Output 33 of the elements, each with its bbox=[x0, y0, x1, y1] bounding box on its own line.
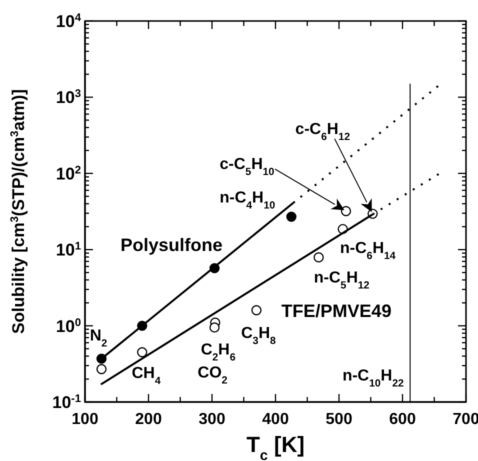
annotation: C$_{3}$H$_{8}$ bbox=[241, 325, 276, 347]
annotation: C$_{2}$H$_{6}$ bbox=[200, 342, 236, 364]
annotation: c-C$_{6}$H$_{12}$ bbox=[295, 120, 350, 142]
x-tick-label: 400 bbox=[262, 411, 289, 428]
annotation: N$_{2}$ bbox=[90, 328, 108, 350]
y-tick-label: 10$^{1}$ bbox=[56, 240, 81, 260]
point bbox=[137, 347, 148, 358]
x-tick-label: 300 bbox=[198, 411, 226, 428]
point bbox=[314, 252, 324, 262]
y-tick-label: 10$^{3}$ bbox=[56, 88, 81, 108]
point bbox=[209, 322, 220, 333]
x-tick-label: 500 bbox=[326, 411, 352, 428]
annotation: c-C$_{5}$H$_{10}$ bbox=[220, 156, 275, 178]
x-axis-title: T$_{c}$ [K] bbox=[246, 432, 305, 461]
annotation: n-C$_{10}$H$_{22}$ bbox=[342, 367, 404, 389]
x-tick-label: 600 bbox=[389, 411, 416, 428]
point bbox=[340, 206, 352, 216]
y-tick-label: 10$^{-1}$ bbox=[52, 393, 81, 412]
series-label: TFE/PMVE49 bbox=[281, 301, 392, 322]
annotation: CH$_{4}$ bbox=[132, 365, 161, 387]
x-tick-label: 200 bbox=[135, 411, 162, 428]
x-tick-label: 100 bbox=[72, 411, 98, 428]
point bbox=[251, 305, 262, 316]
annotation: CO$_{2}$ bbox=[198, 364, 228, 386]
y-tick-label: 10$^{2}$ bbox=[56, 164, 81, 184]
y-tick-label: 10$^{0}$ bbox=[56, 316, 81, 336]
point bbox=[286, 212, 296, 222]
y-tick-label: 10$^{4}$ bbox=[56, 12, 82, 31]
annotation: n-C$_{5}$H$_{12}$ bbox=[314, 269, 370, 291]
annotation: n-C$_{4}$H$_{10}$ bbox=[220, 190, 276, 212]
series-label: Polysulfone bbox=[120, 235, 223, 256]
point bbox=[96, 364, 107, 374]
annotation: n-C$_{6}$H$_{14}$ bbox=[340, 240, 396, 262]
